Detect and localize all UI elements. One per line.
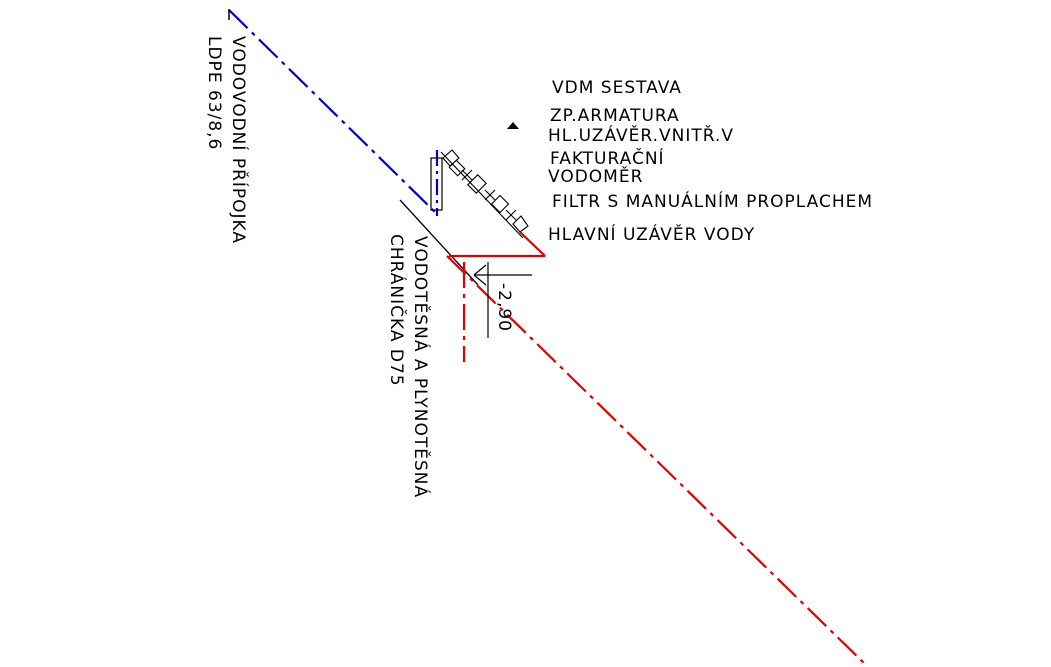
label-vodomer: VODOMĚR (548, 167, 644, 187)
label-hl-uzaver-vnitr: HL.UZÁVĚR.VNITŘ.V (548, 126, 734, 146)
label-chranicka-line2: CHRÁNIČKA D75 (386, 234, 406, 387)
label-pripojka-line2: LDPE 63/8,6 (204, 36, 224, 151)
label-level: -2,90 (494, 283, 514, 332)
red-pipe (446, 231, 867, 666)
triangle-marker (507, 122, 519, 129)
riser-box (430, 157, 443, 211)
label-pripojka-line1: VODOVODNÍ PŘÍPOJKA (228, 36, 248, 245)
label-hlavni-uzaver: HLAVNÍ UZÁVĚR VODY (548, 225, 756, 245)
level-marker (473, 262, 532, 338)
label-zp-armatura: ZP.ARMATURA (550, 106, 680, 126)
meter-assembly (440, 149, 529, 239)
water-pipe-blue (228, 9, 438, 215)
label-filtr: FILTR S MANUÁLNÍM PROPLACHEM (552, 192, 874, 212)
label-chranicka-line1: VODOTĚSNÁ A PLYNOTĚSNÁ (410, 236, 430, 499)
label-fakturacni: FAKTURAČNÍ (550, 149, 665, 169)
label-vdm-sestava: VDM SESTAVA (552, 78, 682, 98)
